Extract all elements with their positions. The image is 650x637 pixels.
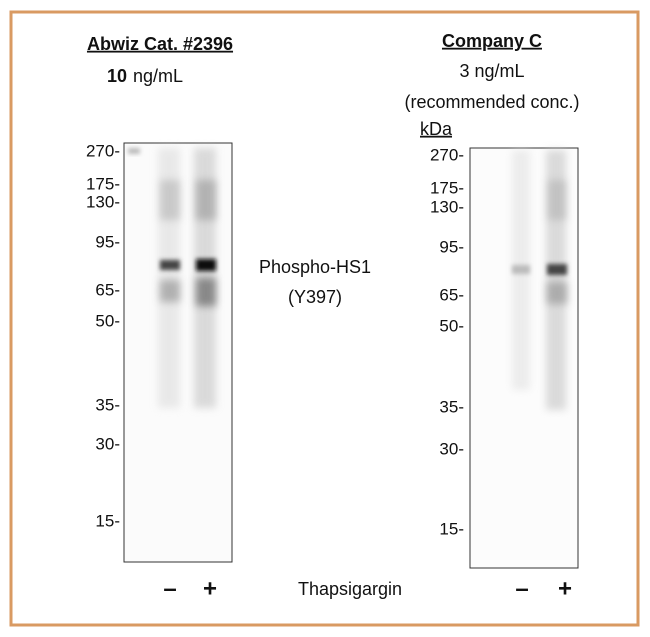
left-blot <box>123 142 233 563</box>
right-blot <box>469 147 579 569</box>
marker-label: 270- <box>86 141 120 160</box>
marker-label: 35- <box>439 397 464 416</box>
left-conc-unit: ng/mL <box>133 66 183 86</box>
target-site: (Y397) <box>288 287 342 307</box>
marker-label: 15- <box>95 511 120 530</box>
left-conc-value: 10 <box>107 66 127 86</box>
lane-plus: + <box>558 575 572 602</box>
marker-label: 50- <box>439 316 464 335</box>
marker-label: 130- <box>86 192 120 211</box>
right-conc: 3 ng/mL <box>459 61 524 81</box>
right-note: (recommended conc.) <box>404 92 579 112</box>
right-title: Company C <box>442 31 542 51</box>
marker-label: 35- <box>95 395 120 414</box>
marker-label: 270- <box>430 145 464 164</box>
target-name: Phospho-HS1 <box>259 257 371 277</box>
marker-label: 95- <box>439 237 464 256</box>
marker-label: 30- <box>439 439 464 458</box>
lane-minus: – <box>163 575 176 602</box>
marker-label: 175- <box>86 174 120 193</box>
marker-label: 50- <box>95 311 120 330</box>
lane-plus: + <box>203 575 217 602</box>
treatment-label: Thapsigargin <box>298 579 402 599</box>
frame <box>9 10 640 627</box>
marker-label: 95- <box>95 232 120 251</box>
marker-label: 30- <box>95 434 120 453</box>
marker-label: 65- <box>95 280 120 299</box>
marker-label: 65- <box>439 285 464 304</box>
lane-minus: – <box>515 575 528 602</box>
marker-label: 175- <box>430 178 464 197</box>
kda-label: kDa <box>420 119 453 139</box>
marker-label: 15- <box>439 519 464 538</box>
marker-label: 130- <box>430 197 464 216</box>
left-title: Abwiz Cat. #2396 <box>87 34 233 54</box>
